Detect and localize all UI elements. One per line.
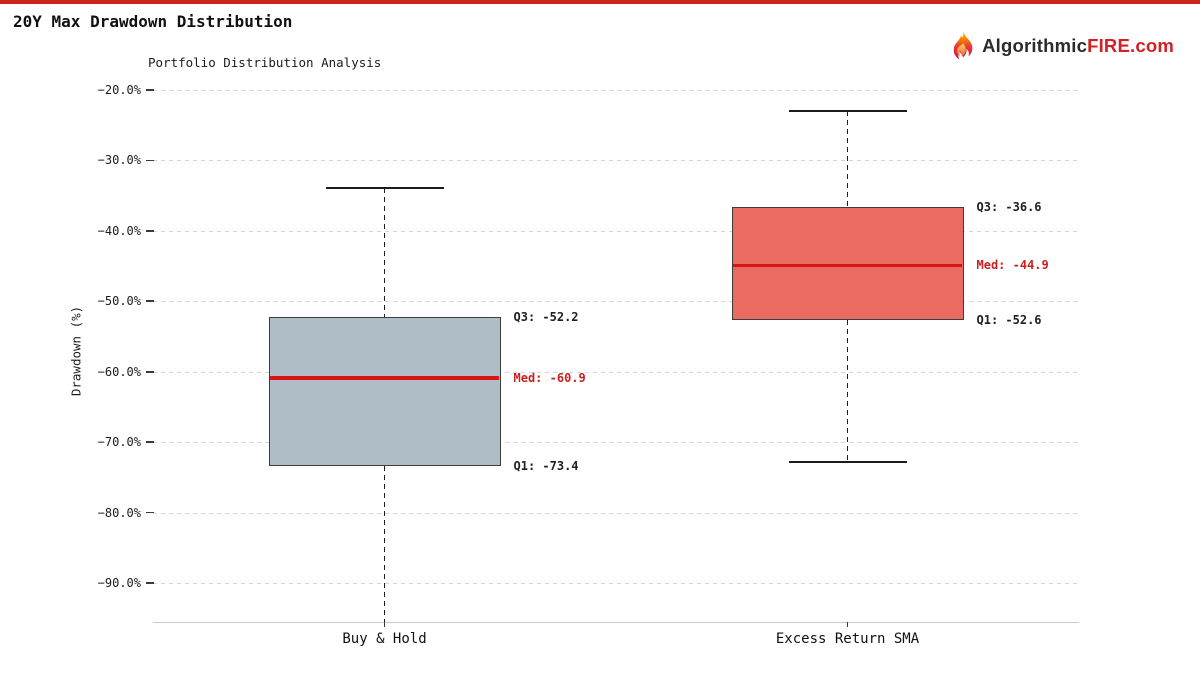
x-tick-mark xyxy=(846,622,849,627)
q3-label: Q3: -36.6 xyxy=(976,199,1042,214)
y-tick-label: −70.0% xyxy=(97,435,141,450)
lower-whisker xyxy=(846,319,849,462)
y-tick-mark xyxy=(146,89,154,91)
gridline xyxy=(153,583,1079,584)
y-tick-mark xyxy=(146,370,154,373)
upper-whisker-cap xyxy=(788,110,907,113)
gridline xyxy=(153,371,1079,373)
box xyxy=(268,316,501,467)
gridline xyxy=(153,160,1079,162)
y-tick-label: −80.0% xyxy=(97,505,141,520)
x-category-label: Excess Return SMA xyxy=(775,631,920,647)
upper-whisker xyxy=(846,111,849,207)
y-tick-mark xyxy=(146,441,154,443)
box xyxy=(731,206,964,320)
y-tick-label: −60.0% xyxy=(97,364,141,379)
q3-label: Q3: -52.2 xyxy=(513,309,579,324)
y-tick-mark xyxy=(146,511,154,514)
brand-name-accent: FIRE xyxy=(1087,35,1131,56)
median-label: Med: -60.9 xyxy=(513,371,586,386)
x-axis-spine xyxy=(153,622,1079,624)
q1-label: Q1: -73.4 xyxy=(513,459,579,474)
brand-logo: AlgorithmicFIRE.com xyxy=(951,30,1174,62)
q1-label: Q1: -52.6 xyxy=(976,312,1042,327)
y-tick-label: −20.0% xyxy=(97,83,141,97)
gridline xyxy=(153,301,1079,303)
y-tick-mark xyxy=(146,582,154,584)
median-line xyxy=(733,263,962,268)
upper-whisker-cap xyxy=(325,186,444,189)
brand-name-suffix: .com xyxy=(1130,35,1174,56)
y-tick-label: −50.0% xyxy=(97,294,141,309)
lower-whisker xyxy=(383,466,386,629)
y-tick-label: −30.0% xyxy=(97,153,141,168)
y-tick-label: −40.0% xyxy=(97,223,141,238)
gridline xyxy=(153,442,1079,444)
brand-name: AlgorithmicFIRE.com xyxy=(982,35,1174,57)
y-tick-mark xyxy=(146,159,154,162)
gridline xyxy=(153,230,1079,232)
brand-name-dark: Algorithmic xyxy=(982,35,1088,56)
flame-icon xyxy=(953,31,973,60)
y-tick-mark xyxy=(146,230,154,232)
y-tick-mark xyxy=(146,300,154,303)
gridline xyxy=(153,512,1079,514)
y-tick-label: −90.0% xyxy=(97,576,141,590)
x-category-label: Buy & Hold xyxy=(342,631,427,647)
top-accent-bar xyxy=(0,0,1200,4)
gridline xyxy=(153,90,1079,91)
chart-subtitle: Portfolio Distribution Analysis xyxy=(148,55,382,70)
median-line xyxy=(270,376,499,380)
y-axis-label: Drawdown (%) xyxy=(68,305,84,397)
lower-whisker-cap xyxy=(788,460,907,463)
upper-whisker xyxy=(383,187,386,317)
median-label: Med: -44.9 xyxy=(976,258,1049,273)
page-title: 20Y Max Drawdown Distribution xyxy=(13,12,293,31)
x-tick-mark xyxy=(383,622,386,627)
